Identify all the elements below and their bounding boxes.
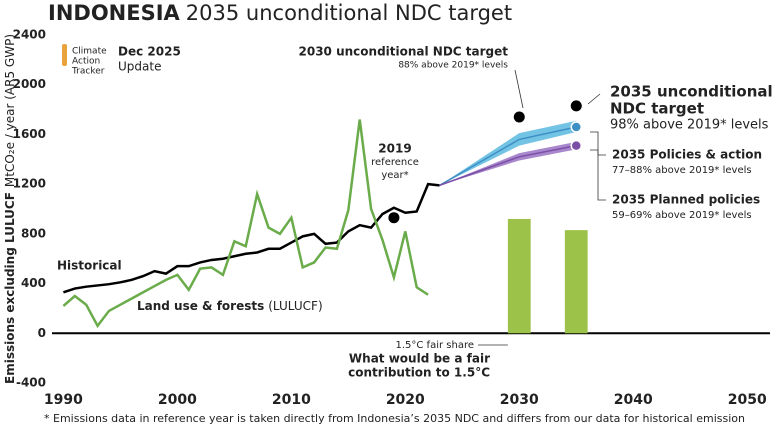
- target-label: 2035 unconditional: [610, 83, 773, 101]
- logo-icon: [62, 44, 67, 66]
- series-label: 2035 Policies & action: [612, 148, 762, 162]
- leader: [590, 131, 606, 156]
- series-line: [439, 144, 577, 187]
- y-tick-label: 2400: [13, 28, 46, 42]
- date: Dec 2025: [118, 45, 181, 59]
- target-label: NDC target: [610, 100, 704, 118]
- fair-share-label: What would be a fair: [349, 352, 490, 366]
- fair-share-bar: [507, 218, 531, 334]
- y-tick-label: 2000: [13, 77, 46, 91]
- y-tick-label: 1200: [13, 177, 46, 191]
- target-label: 2019: [378, 142, 411, 156]
- fair-share-label: contribution to 1.5°C: [348, 366, 490, 380]
- chart-title: INDONESIA 2035 unconditional NDC target: [48, 1, 512, 25]
- leader: [514, 69, 524, 109]
- update: Update: [118, 60, 161, 74]
- target-note: 88% above 2019* levels: [398, 61, 508, 71]
- y-tick-label: 400: [21, 276, 46, 290]
- y-axis-label: Emissions excluding LULUCF MtCO₂e / year …: [3, 34, 17, 384]
- y-tick-label: 0: [38, 326, 46, 340]
- x-tick-label: 2010: [272, 392, 311, 408]
- x-tick-label: 2000: [158, 392, 197, 408]
- series-note: 59–69% above 2019* levels: [612, 210, 752, 221]
- series-note: 77–88% above 2019* levels: [612, 165, 752, 176]
- series-label: Land use & forests (LULUCF): [137, 299, 323, 313]
- series-label: Historical: [57, 259, 122, 273]
- target-dot: [513, 111, 525, 123]
- target-dot: [388, 212, 400, 224]
- logo-text: Action: [72, 57, 100, 67]
- fair-share-marker: 1.5°C fair share: [395, 340, 474, 351]
- leader: [590, 149, 606, 201]
- y-tick-label: 800: [21, 226, 46, 240]
- series-line: [63, 182, 440, 294]
- title-rest: 2035 unconditional NDC target: [186, 1, 512, 25]
- x-tick-label: 2020: [386, 392, 425, 408]
- x-tick-label: 1990: [44, 392, 83, 408]
- logo-text: Climate: [72, 47, 107, 57]
- y-tick-label: -400: [16, 376, 46, 390]
- target-note: year*: [381, 170, 408, 181]
- y-label-unit: MtCO₂e / year (AR5 GWP): [3, 34, 17, 187]
- target-dot: [570, 100, 582, 112]
- x-tick-label: 2040: [614, 392, 653, 408]
- title-bold: INDONESIA: [48, 1, 181, 25]
- y-label-bold: Emissions excluding LULUCF: [3, 192, 17, 384]
- end-dot: [570, 121, 583, 133]
- target-label: 2030 unconditional NDC target: [299, 45, 509, 59]
- x-tick-label: 2050: [728, 392, 767, 408]
- target-note: reference: [371, 157, 419, 168]
- end-dot: [570, 139, 583, 152]
- footnote: * Emissions data in reference year is ta…: [44, 412, 745, 425]
- logo-text: Tracker: [71, 67, 105, 77]
- series-note: (LULUCF): [268, 299, 322, 313]
- fair-share-bar: [564, 230, 588, 334]
- uncertainty-band: [439, 120, 577, 186]
- series-line: [62, 119, 429, 329]
- y-tick-label: 1600: [13, 127, 46, 141]
- target-note: 98% above 2019* levels: [610, 118, 769, 133]
- leader: [587, 93, 601, 105]
- x-tick-label: 2030: [500, 392, 539, 408]
- series-line: [439, 126, 577, 187]
- series-name: Land use & forests: [137, 299, 264, 313]
- series-label: 2035 Planned policies: [612, 193, 760, 207]
